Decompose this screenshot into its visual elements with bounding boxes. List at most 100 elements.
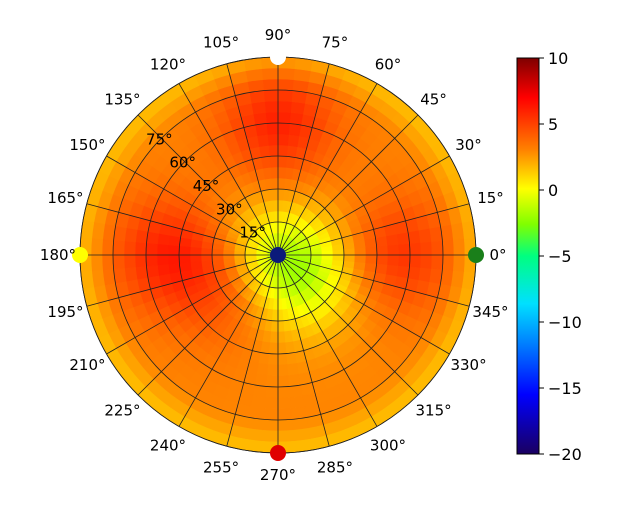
angular-tick-label: 15° bbox=[477, 189, 504, 207]
heat-cell bbox=[277, 386, 291, 399]
heat-cell bbox=[271, 309, 279, 322]
heat-cell bbox=[277, 155, 287, 168]
heat-cell bbox=[290, 101, 306, 115]
heat-cell bbox=[277, 342, 287, 355]
heat-cell bbox=[167, 254, 180, 265]
angular-tick-label: 165° bbox=[47, 189, 83, 207]
heat-cell bbox=[265, 386, 279, 399]
heat-cell bbox=[398, 254, 411, 267]
colorbar-tick-label: −5 bbox=[548, 247, 572, 266]
grid-spoke bbox=[226, 63, 279, 256]
angular-tick-label: 120° bbox=[150, 55, 186, 73]
grid-spoke bbox=[277, 254, 450, 355]
heat-cell bbox=[101, 239, 114, 256]
heat-cell bbox=[277, 199, 284, 212]
angular-tick-label: 210° bbox=[69, 356, 105, 374]
heat-cell bbox=[258, 352, 270, 365]
angular-tick-label: 345° bbox=[472, 303, 508, 321]
heat-cell bbox=[375, 263, 388, 275]
heat-cell bbox=[277, 210, 283, 223]
direction-marker bbox=[270, 445, 286, 461]
heat-cell bbox=[268, 353, 279, 366]
heat-cell bbox=[261, 67, 279, 80]
heat-cell bbox=[264, 100, 279, 113]
colorbar-tick-label: −15 bbox=[548, 379, 582, 398]
radial-tick-label: 15° bbox=[239, 224, 266, 242]
heat-cell bbox=[418, 227, 432, 243]
grid-spoke bbox=[277, 254, 419, 396]
direction-marker bbox=[72, 247, 88, 263]
heat-cell bbox=[364, 262, 377, 273]
grid-spoke bbox=[277, 155, 450, 256]
heat-cell bbox=[264, 397, 279, 410]
heat-cell bbox=[167, 245, 180, 256]
heat-cell bbox=[145, 254, 158, 267]
heat-cell bbox=[124, 267, 138, 283]
heat-cell bbox=[123, 241, 136, 256]
heat-cell bbox=[112, 254, 125, 270]
heat-cell bbox=[252, 112, 267, 126]
heat-cell bbox=[277, 100, 292, 113]
grid-spoke bbox=[178, 254, 279, 427]
heat-cell bbox=[178, 254, 191, 264]
grid-spoke bbox=[226, 254, 279, 447]
heat-cell bbox=[396, 265, 410, 279]
heat-cell bbox=[354, 254, 367, 263]
heat-cell bbox=[256, 362, 269, 376]
heat-cell bbox=[343, 254, 356, 263]
heat-cell bbox=[112, 240, 125, 256]
angular-tick-label: 300° bbox=[370, 437, 406, 455]
heat-cell bbox=[156, 244, 169, 256]
heat-cell bbox=[260, 341, 271, 354]
heat-cell bbox=[222, 249, 235, 256]
heat-cell bbox=[407, 229, 421, 244]
heat-cell bbox=[262, 419, 279, 432]
grid-spoke bbox=[277, 254, 378, 427]
colorbar-tick-label: 5 bbox=[548, 115, 558, 134]
heat-cell bbox=[385, 264, 399, 277]
heat-cell bbox=[113, 226, 127, 242]
heat-cell bbox=[277, 67, 295, 80]
direction-markers bbox=[72, 49, 484, 461]
angular-tick-label: 180° bbox=[40, 246, 76, 264]
heat-cell bbox=[277, 188, 285, 201]
grid-spoke bbox=[86, 203, 279, 256]
radial-tick-label: 30° bbox=[216, 200, 243, 218]
heat-cell bbox=[135, 229, 149, 244]
heat-cell bbox=[250, 395, 266, 409]
heat-cell bbox=[277, 133, 289, 146]
grid-spoke bbox=[106, 155, 279, 256]
heat-cell bbox=[287, 134, 300, 148]
heat-cell bbox=[261, 430, 279, 443]
heat-cell bbox=[211, 248, 224, 256]
heat-cell bbox=[145, 243, 158, 256]
angular-tick-label: 75° bbox=[322, 34, 349, 52]
grid-spoke bbox=[277, 63, 330, 256]
heat-cell bbox=[290, 395, 306, 409]
heat-cell bbox=[277, 122, 290, 135]
colorbar-gradient bbox=[516, 57, 540, 455]
angular-tick-label: 45° bbox=[420, 90, 447, 108]
heat-cell bbox=[354, 247, 367, 256]
heat-cell bbox=[277, 89, 293, 102]
heat-cell bbox=[277, 375, 290, 388]
heat-cell bbox=[263, 408, 279, 421]
heat-cell bbox=[418, 267, 432, 283]
radial-tick-label: 60° bbox=[169, 154, 196, 172]
colorbar-tick-label: −20 bbox=[548, 445, 582, 464]
heat-cell bbox=[134, 242, 147, 256]
grid-spoke bbox=[86, 254, 279, 307]
heat-cell bbox=[269, 342, 279, 355]
radial-tick-labels: 15° 30° 45° 60° 75° bbox=[146, 130, 266, 241]
heat-cell bbox=[376, 254, 389, 265]
heat-cell bbox=[453, 254, 466, 272]
heat-cell bbox=[286, 145, 298, 158]
heat-cell bbox=[277, 111, 291, 124]
heat-cell bbox=[101, 254, 114, 271]
angular-tick-label: 255° bbox=[203, 459, 239, 477]
heat-cell bbox=[429, 268, 443, 284]
heat-cell bbox=[277, 408, 293, 421]
heat-cell bbox=[387, 254, 400, 266]
heat-cell bbox=[270, 331, 279, 344]
